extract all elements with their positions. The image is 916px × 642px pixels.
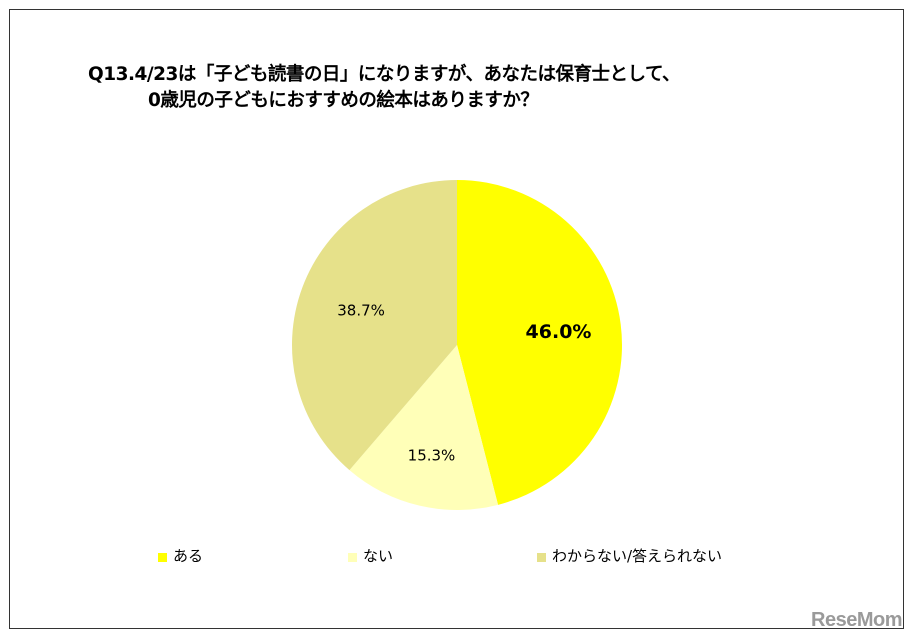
pie-slice-0 [457, 180, 622, 505]
pie-slice-2 [291, 180, 457, 471]
legend-label: ある [173, 547, 204, 565]
chart-title-line2: 0歳児の子どもにおすすめの絵本はありますか？ [148, 90, 539, 111]
resemom-logo: ReseMom [811, 609, 902, 631]
chart-frame [9, 9, 904, 629]
legend-item-2: わからない/答えられない [537, 545, 722, 566]
legend-label: ない [363, 547, 394, 565]
data-label-0: 46.0% [526, 321, 592, 343]
legend-swatch [348, 553, 357, 562]
chart-title: Q13.4/23は「子ども読書の日」になりますが、あなたは保育士として、 0歳児… [88, 62, 681, 114]
legend-item-0: ある [158, 545, 203, 566]
legend-swatch [537, 553, 546, 562]
data-label-1: 15.3% [408, 446, 456, 464]
chart-title-line1: Q13.4/23は「子ども読書の日」になりますが、あなたは保育士として、 [88, 64, 681, 85]
pie-slice-1 [349, 345, 499, 510]
legend-swatch [158, 553, 167, 562]
legend-item-1: ない [348, 545, 393, 566]
data-label-2: 38.7% [337, 301, 385, 319]
legend-label: わからない/答えられない [552, 547, 723, 565]
